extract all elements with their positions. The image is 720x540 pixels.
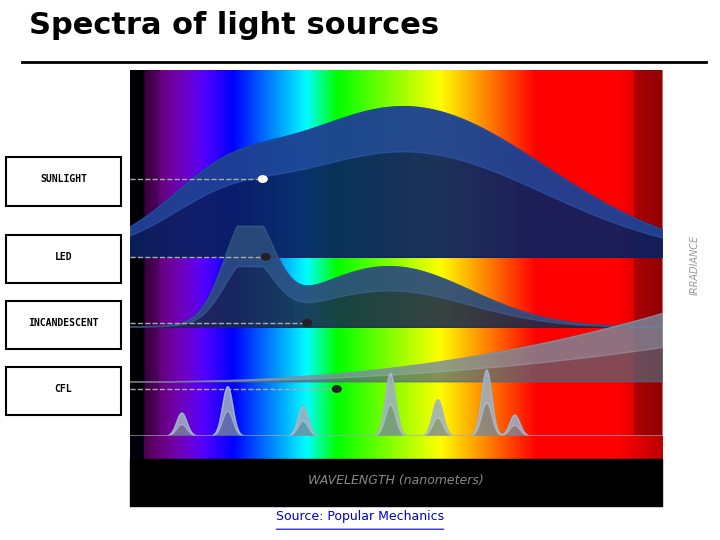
FancyBboxPatch shape: [6, 235, 120, 284]
FancyBboxPatch shape: [6, 301, 120, 349]
FancyBboxPatch shape: [6, 367, 120, 415]
Text: IRRADIANCE: IRRADIANCE: [690, 234, 700, 295]
FancyBboxPatch shape: [6, 157, 120, 206]
Text: Spectra of light sources: Spectra of light sources: [29, 11, 439, 40]
Text: CFL: CFL: [55, 384, 72, 394]
Text: LED: LED: [55, 252, 72, 262]
Text: SUNLIGHT: SUNLIGHT: [40, 174, 87, 184]
Text: Source: Popular Mechanics: Source: Popular Mechanics: [276, 510, 444, 523]
Text: WAVELENGTH (nanometers): WAVELENGTH (nanometers): [308, 474, 484, 487]
Text: INCANDESCENT: INCANDESCENT: [28, 318, 99, 328]
